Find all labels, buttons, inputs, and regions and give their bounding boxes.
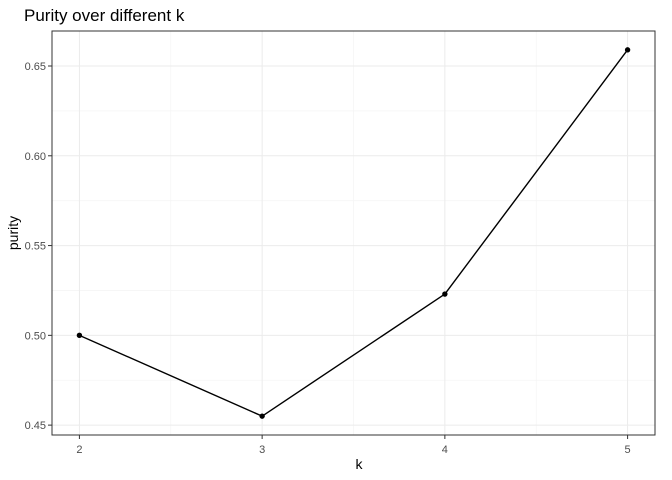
data-point: [259, 413, 265, 419]
grid-layer: [52, 31, 655, 435]
axis-layer: 2 3 4 5 0.45 0.50 0.55 0.60 0.65: [25, 61, 631, 456]
x-axis-tick-label: 3: [259, 444, 265, 456]
chart-title: Purity over different k: [24, 6, 185, 25]
y-axis-tick-label: 0.55: [25, 241, 46, 253]
y-axis-title: purity: [5, 216, 21, 250]
x-axis-tick-label: 4: [442, 444, 448, 456]
y-axis-tick-label: 0.65: [25, 61, 46, 73]
data-point: [76, 332, 83, 339]
series-line: [78, 49, 629, 417]
data-point: [624, 47, 631, 53]
panel-border: [51, 30, 656, 436]
data-point: [442, 291, 448, 297]
y-axis-tick-label: 0.60: [25, 151, 46, 163]
x-axis-title: k: [356, 456, 364, 472]
y-axis-tick-label: 0.45: [25, 420, 46, 432]
x-axis-tick-label: 5: [625, 444, 631, 456]
y-axis-tick-label: 0.50: [25, 330, 46, 342]
x-axis-tick-label: 2: [76, 444, 82, 456]
series-layer: [76, 47, 631, 419]
